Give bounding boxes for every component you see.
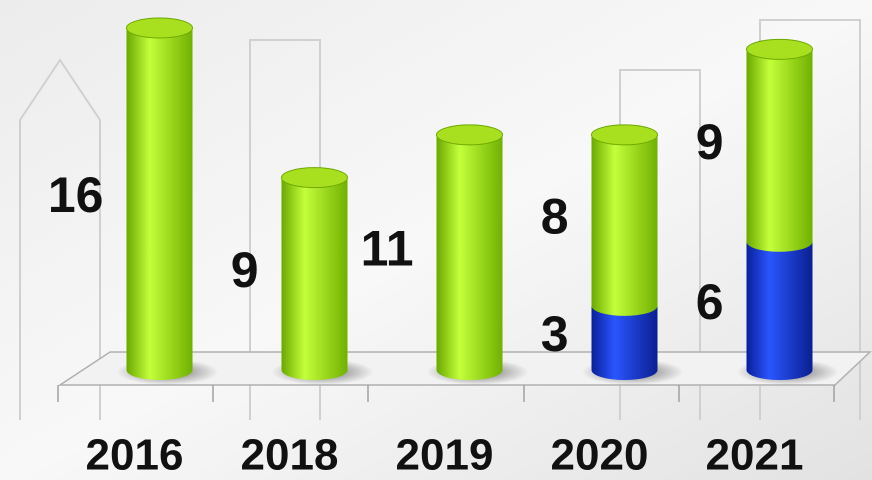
x-tick-label: 2019 [396, 431, 494, 480]
bar-cap [281, 167, 348, 189]
bar [591, 305, 658, 380]
data-label: 8 [541, 189, 569, 245]
x-tick-label: 2021 [706, 431, 804, 480]
x-axis-ticks [57, 385, 835, 402]
data-label: 11 [361, 221, 414, 277]
data-label: 3 [541, 306, 569, 362]
bar-cap [436, 124, 503, 146]
x-tick-label: 2016 [86, 431, 184, 480]
data-label: 16 [48, 167, 104, 223]
x-tick-label: 2018 [241, 431, 339, 480]
bar [126, 28, 193, 380]
bar [746, 241, 813, 380]
bar-cap [746, 38, 813, 60]
data-label: 9 [696, 114, 724, 170]
bar [591, 134, 658, 316]
data-label: 6 [696, 274, 724, 330]
bar [281, 177, 348, 380]
data-label: 9 [231, 242, 259, 298]
bar-cap [126, 17, 193, 39]
backdrop-building [19, 19, 861, 420]
bar [436, 134, 503, 380]
bar [746, 49, 813, 252]
x-tick-label: 2020 [551, 431, 649, 480]
bar-cap [591, 124, 658, 146]
